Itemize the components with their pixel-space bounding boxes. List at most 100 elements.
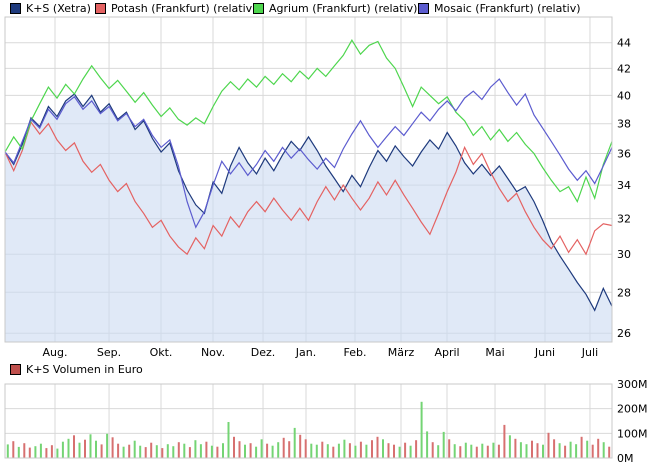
volume-bar bbox=[514, 438, 517, 458]
volume-bar bbox=[172, 446, 175, 458]
volume-bar bbox=[150, 442, 153, 458]
month-tick-label: Okt. bbox=[150, 346, 173, 359]
price-y-tick-label: 42 bbox=[617, 62, 631, 75]
potash-legend-swatch bbox=[95, 2, 106, 14]
volume-bar bbox=[575, 444, 578, 458]
volume-bar bbox=[459, 446, 462, 458]
volume-bar bbox=[337, 443, 340, 458]
price-y-tick-label: 38 bbox=[617, 118, 631, 131]
legend-item-mosaic: Mosaic (Frankfurt) (relativ) bbox=[418, 1, 581, 15]
volume-bar bbox=[260, 439, 263, 458]
volume-bar bbox=[277, 442, 280, 458]
price-y-tick-label: 44 bbox=[617, 37, 631, 50]
volume-bar bbox=[536, 443, 539, 458]
volume-bar bbox=[28, 447, 31, 458]
volume-bar bbox=[519, 442, 522, 458]
volume-bar bbox=[602, 442, 605, 458]
volume-bar bbox=[448, 439, 451, 458]
volume-bar bbox=[128, 444, 131, 458]
volume-bar bbox=[227, 422, 230, 458]
volume-bar bbox=[194, 440, 197, 458]
volume-bar bbox=[205, 441, 208, 458]
volume-bar bbox=[348, 443, 351, 458]
volume-bar bbox=[216, 446, 219, 458]
volume-bar bbox=[508, 435, 511, 458]
volume-bar bbox=[475, 446, 478, 458]
volume-bar bbox=[608, 446, 611, 458]
volume-bar bbox=[481, 443, 484, 458]
volume-bar bbox=[39, 443, 42, 458]
series-line-2 bbox=[4, 39, 613, 204]
month-tick-label: Aug. bbox=[43, 346, 68, 359]
volume-bar bbox=[249, 443, 252, 458]
volume-bar bbox=[387, 443, 390, 458]
volume-plot-border bbox=[4, 383, 613, 459]
volume-bar bbox=[525, 444, 528, 458]
volume-bar bbox=[304, 439, 307, 458]
month-tick-label: Dez. bbox=[251, 346, 276, 359]
volume-panel: 300M 200M 100M 0M bbox=[4, 378, 648, 465]
month-tick-label: Nov. bbox=[201, 346, 225, 359]
volume-bar bbox=[233, 436, 235, 458]
volume-bar bbox=[497, 444, 500, 458]
volume-bar bbox=[117, 443, 120, 458]
volume-bar bbox=[100, 444, 103, 458]
volume-bar bbox=[6, 444, 9, 458]
series-line-3 bbox=[4, 78, 613, 229]
legend-item-agrium: Agrium (Frankfurt) (relativ) bbox=[253, 1, 417, 15]
price-y-tick-label: 32 bbox=[617, 213, 631, 226]
volume-bar bbox=[78, 442, 81, 458]
volume-bar bbox=[73, 435, 75, 458]
volume-bar bbox=[558, 443, 561, 458]
month-tick-label: Mai bbox=[485, 346, 504, 359]
price-plot-border bbox=[4, 16, 613, 343]
volume-bar bbox=[453, 444, 456, 458]
volume-bar bbox=[437, 445, 440, 458]
volume-bar bbox=[569, 441, 572, 458]
volume-bar bbox=[293, 427, 296, 458]
volume-bar bbox=[531, 440, 533, 458]
volume-bar bbox=[547, 432, 550, 458]
volume-bar bbox=[106, 433, 109, 458]
month-tick-label: Feb. bbox=[344, 346, 367, 359]
volume-legend: K+S Volumen in Euro bbox=[10, 363, 143, 376]
volume-bar bbox=[586, 440, 589, 458]
volume-bar bbox=[326, 444, 329, 458]
volume-bar bbox=[404, 442, 407, 458]
volume-bar bbox=[371, 440, 373, 458]
volume-bar bbox=[343, 439, 346, 458]
volume-bar bbox=[199, 444, 202, 458]
month-tick-label: Sep. bbox=[97, 346, 121, 359]
volume-bar bbox=[542, 444, 544, 458]
price-y-tick-label: 30 bbox=[617, 248, 631, 261]
volume-bar bbox=[177, 442, 180, 458]
volume-bar bbox=[23, 443, 26, 458]
volume-bar bbox=[255, 446, 258, 458]
volume-bar bbox=[332, 446, 335, 458]
agrium-legend-swatch bbox=[253, 2, 264, 14]
volume-bar bbox=[431, 442, 434, 458]
ks-area-fill bbox=[5, 94, 612, 342]
volume-bar bbox=[210, 445, 213, 458]
month-tick-label: April bbox=[434, 346, 459, 359]
price-y-tick-label: 28 bbox=[617, 286, 631, 299]
volume-bar bbox=[591, 444, 594, 458]
volume-bar bbox=[365, 444, 368, 458]
volume-bar bbox=[310, 443, 313, 458]
volume-bar bbox=[321, 441, 324, 458]
volume-bar bbox=[359, 441, 362, 458]
volume-bar bbox=[409, 445, 412, 458]
volume-bar bbox=[61, 441, 64, 458]
volume-bar bbox=[299, 434, 302, 458]
price-panel: 44 42 40 38 36 34 32 30 28 26 Aug. Sep. Okt. Nov. Dez.… bbox=[4, 16, 631, 359]
volume-bar bbox=[166, 444, 169, 458]
volume-y-tick-label: 0M bbox=[617, 452, 634, 465]
volume-bar bbox=[50, 445, 53, 458]
mosaic-legend-label: Mosaic (Frankfurt) (relativ) bbox=[434, 1, 581, 15]
ks-legend-swatch bbox=[10, 2, 21, 14]
volume-y-tick-label: 300M bbox=[617, 378, 648, 391]
volume-bar bbox=[503, 424, 506, 458]
agrium-legend-label: Agrium (Frankfurt) (relativ) bbox=[269, 1, 418, 15]
volume-bar bbox=[470, 444, 473, 458]
